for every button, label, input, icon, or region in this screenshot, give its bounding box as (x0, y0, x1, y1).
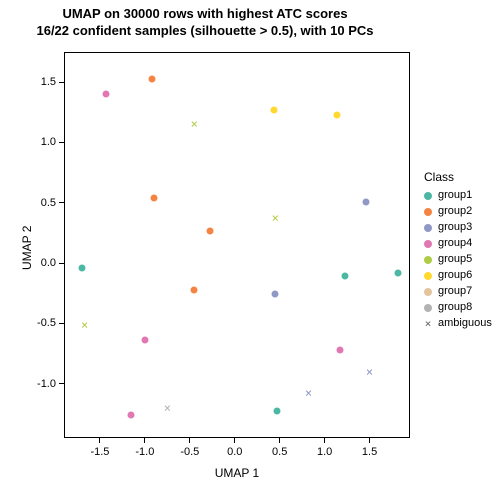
y-tick (59, 202, 64, 203)
legend-item: group6 (424, 268, 492, 284)
x-tick-label: -0.5 (180, 446, 199, 458)
x-tick (189, 438, 190, 443)
x-tick (144, 438, 145, 443)
legend-item: group7 (424, 284, 492, 300)
legend-label: group8 (438, 300, 472, 316)
legend-label: group6 (438, 268, 472, 284)
scatter-point (334, 111, 341, 118)
y-tick (59, 263, 64, 264)
title-line-1: UMAP on 30000 rows with highest ATC scor… (62, 6, 347, 21)
x-tick (279, 438, 280, 443)
title-line-2: 16/22 confident samples (silhouette > 0.… (36, 23, 373, 38)
x-tick-label: 0.0 (227, 446, 242, 458)
scatter-cross: × (272, 212, 279, 224)
x-tick-label: 1.5 (362, 446, 377, 458)
legend-swatch-icon (424, 272, 432, 280)
legend-item: group5 (424, 252, 492, 268)
legend-label: group1 (438, 188, 472, 204)
chart-title: UMAP on 30000 rows with highest ATC scor… (0, 6, 410, 40)
legend-item: × ambiguous (424, 316, 492, 332)
legend-item: group3 (424, 220, 492, 236)
legend-swatch-icon (424, 304, 432, 312)
scatter-point (273, 408, 280, 415)
x-tick (99, 438, 100, 443)
scatter-point (206, 227, 213, 234)
y-tick (59, 82, 64, 83)
legend-item: group4 (424, 236, 492, 252)
y-tick-label: 1.5 (30, 76, 56, 88)
x-tick (234, 438, 235, 443)
scatter-point (128, 412, 135, 419)
legend-item: group8 (424, 300, 492, 316)
legend-swatch-icon (424, 288, 432, 296)
legend-title: Class (424, 170, 492, 184)
x-tick-label: -1.0 (135, 446, 154, 458)
legend-label: group3 (438, 220, 472, 236)
scatter-point (362, 198, 369, 205)
y-tick-label: -1.0 (30, 378, 56, 390)
y-tick-label: 1.0 (30, 136, 56, 148)
legend-swatch-icon (424, 240, 432, 248)
scatter-point (191, 286, 198, 293)
scatter-point (141, 337, 148, 344)
y-tick-label: -0.5 (30, 317, 56, 329)
umap-scatter-chart: UMAP on 30000 rows with highest ATC scor… (0, 0, 504, 504)
y-tick (59, 323, 64, 324)
legend-cross-icon: × (424, 318, 432, 329)
legend-label: group2 (438, 204, 472, 220)
legend-items: group1group2group3group4group5group6grou… (424, 188, 492, 331)
legend-item: group1 (424, 188, 492, 204)
x-tick (369, 438, 370, 443)
x-axis-label: UMAP 1 (64, 466, 410, 480)
y-tick-label: 0.5 (30, 197, 56, 209)
scatter-cross: × (81, 319, 88, 331)
scatter-cross: × (164, 402, 171, 414)
scatter-point (271, 106, 278, 113)
y-axis-label: UMAP 2 (20, 226, 34, 270)
x-tick (324, 438, 325, 443)
scatter-cross: × (191, 118, 198, 130)
x-tick-label: 0.5 (272, 446, 287, 458)
legend-swatch-icon (424, 256, 432, 264)
y-tick (59, 383, 64, 384)
scatter-cross: × (305, 387, 312, 399)
legend-label: ambiguous (438, 316, 492, 332)
legend-swatch-icon (424, 192, 432, 200)
scatter-point (395, 269, 402, 276)
scatter-point (149, 75, 156, 82)
legend-label: group5 (438, 252, 472, 268)
scatter-point (272, 291, 279, 298)
legend-item: group2 (424, 204, 492, 220)
scatter-point (150, 194, 157, 201)
plot-area (64, 52, 410, 438)
legend-swatch-icon (424, 224, 432, 232)
x-tick-label: -1.5 (90, 446, 109, 458)
scatter-point (342, 273, 349, 280)
scatter-point (103, 91, 110, 98)
scatter-cross: × (366, 366, 373, 378)
legend: Class group1group2group3group4group5grou… (424, 170, 492, 331)
legend-label: group4 (438, 236, 472, 252)
legend-label: group7 (438, 284, 472, 300)
x-tick-label: 1.0 (317, 446, 332, 458)
legend-swatch-icon (424, 208, 432, 216)
y-tick (59, 142, 64, 143)
scatter-point (336, 346, 343, 353)
scatter-point (78, 264, 85, 271)
